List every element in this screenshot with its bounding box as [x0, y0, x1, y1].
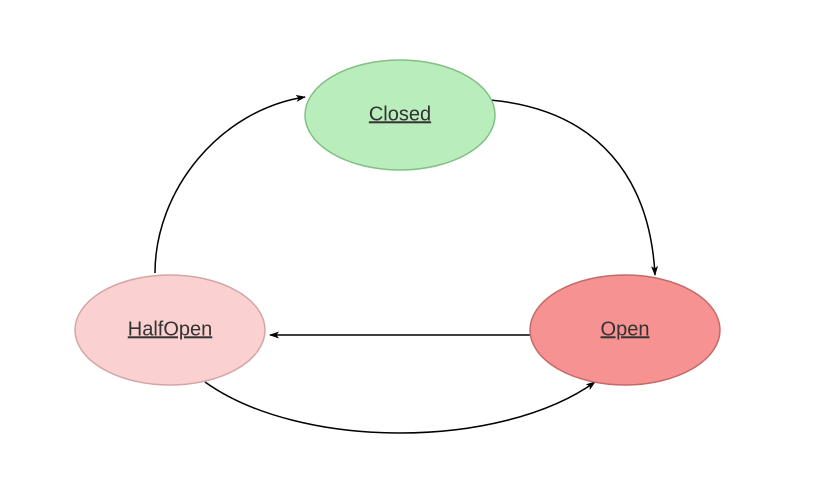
state-diagram: Closed Open HalfOpen: [0, 0, 818, 504]
edge-closed-to-open: [490, 100, 655, 275]
node-open-label: Open: [601, 318, 650, 340]
edge-halfopen-to-open: [205, 382, 595, 433]
nodes-group: Closed Open HalfOpen: [75, 60, 720, 385]
node-halfopen: HalfOpen: [75, 275, 265, 385]
edge-halfopen-to-closed: [155, 97, 305, 273]
node-closed-label: Closed: [369, 103, 431, 125]
node-halfopen-label: HalfOpen: [128, 318, 213, 340]
node-open: Open: [530, 275, 720, 385]
node-closed: Closed: [305, 60, 495, 170]
